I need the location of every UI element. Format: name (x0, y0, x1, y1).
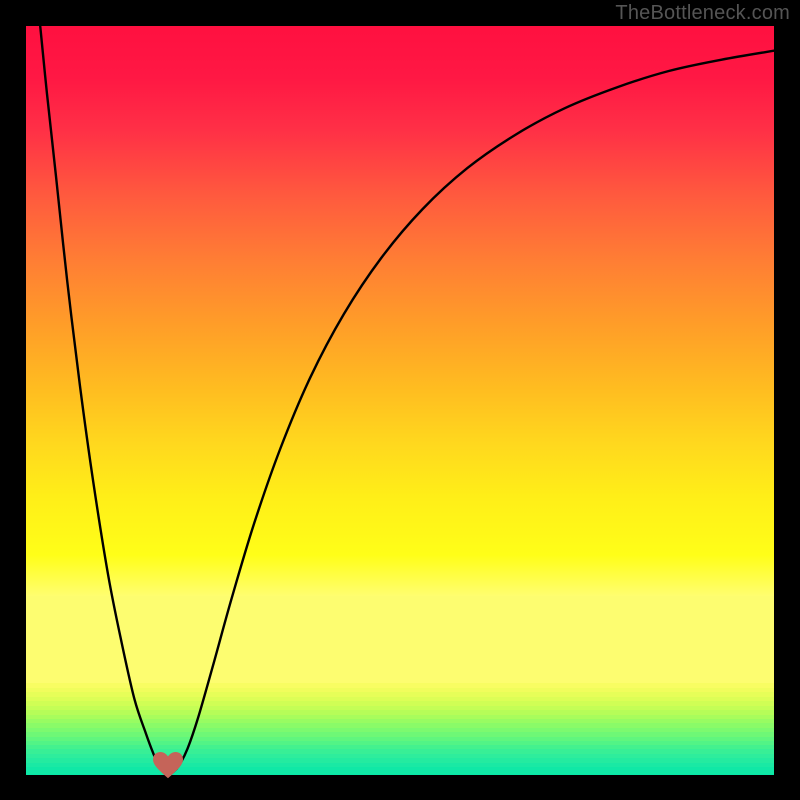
curve-path (40, 26, 774, 774)
gradient-band (26, 774, 774, 775)
watermark-text: TheBottleneck.com (615, 2, 790, 25)
chart-frame: TheBottleneck.com (0, 0, 800, 800)
bottleneck-curve (26, 26, 774, 774)
heart-icon (153, 752, 183, 780)
plot-area (26, 26, 774, 774)
heart-marker (153, 752, 183, 782)
